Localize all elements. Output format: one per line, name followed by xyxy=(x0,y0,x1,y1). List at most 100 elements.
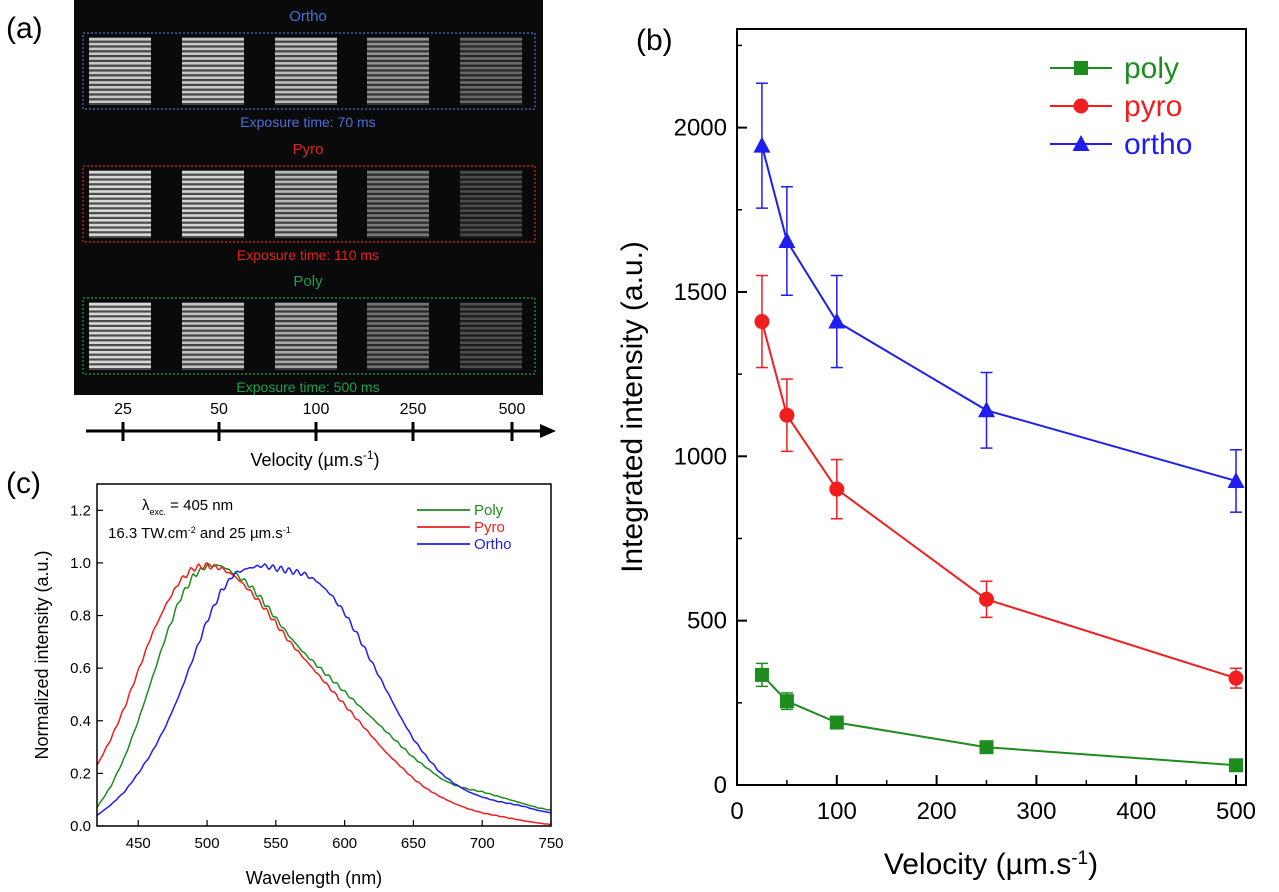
sample-pattern-line xyxy=(275,223,337,227)
y-tick-label: 0.4 xyxy=(70,713,91,730)
sample-pattern-line xyxy=(89,346,151,349)
legend-label-pyro: pyro xyxy=(1124,90,1182,123)
sample-pattern-line xyxy=(182,171,244,174)
sample-pattern-line xyxy=(275,312,337,316)
sample-pattern-line xyxy=(89,185,151,188)
sample-pattern-line xyxy=(89,327,151,330)
sample-pattern-line xyxy=(89,228,151,232)
panel-b-xlabel: Velocity (µm.s-1) xyxy=(884,848,1098,882)
x-tick-label: 650 xyxy=(401,835,426,852)
sample-pattern-base xyxy=(367,37,429,105)
sample-pattern-line xyxy=(89,199,151,203)
sample-pattern-line xyxy=(89,180,151,184)
sample-pattern-line xyxy=(182,355,244,359)
sample-pattern-line xyxy=(182,57,244,60)
y-tick-label: 0 xyxy=(714,772,727,799)
sample-pattern-line xyxy=(367,204,429,208)
data-point-pyro xyxy=(1228,670,1244,686)
sample-pattern-line xyxy=(367,38,429,41)
sample-pattern-base xyxy=(182,302,244,370)
sample-pattern-line xyxy=(367,233,429,236)
sample-pattern-line xyxy=(275,66,337,70)
sample-pattern-line xyxy=(275,360,337,364)
data-point-poly xyxy=(779,694,794,709)
x-tick-label: 450 xyxy=(126,835,151,852)
sample-pattern-line xyxy=(460,71,522,75)
sample-pattern-line xyxy=(182,312,244,316)
sample-pattern-line xyxy=(460,365,522,368)
panel-c-annotation-wavelength: λexc. = 405 nm xyxy=(142,497,233,517)
sample-pattern-line xyxy=(182,180,244,184)
sample-pattern-line xyxy=(89,331,151,335)
sample-pattern-line xyxy=(89,90,151,94)
sample-pattern-line xyxy=(460,331,522,335)
velocity-axis-label: Velocity (µm.s-1) xyxy=(250,448,379,470)
sample-pattern-line xyxy=(89,209,151,212)
sample-pattern-line xyxy=(182,175,244,179)
sample-pattern-line xyxy=(89,47,151,51)
sample-pattern-base xyxy=(89,302,151,370)
series-line-ortho xyxy=(760,145,1237,482)
sample-pattern-line xyxy=(367,327,429,330)
y-tick-label: 0.0 xyxy=(70,818,91,835)
sample-pattern-line xyxy=(182,214,244,217)
y-tick-label: 0.2 xyxy=(70,765,91,782)
sample-pattern-line xyxy=(367,365,429,368)
sample-pattern-base xyxy=(89,37,151,105)
sample-pattern-line xyxy=(182,86,244,89)
sample-pattern-line xyxy=(89,86,151,89)
sample-pattern-line xyxy=(460,233,522,236)
sample-pattern-line xyxy=(460,47,522,51)
exposure-time-label: Exposure time: 70 ms xyxy=(240,114,375,130)
sample-pattern-line xyxy=(182,351,244,354)
sample-pattern-line xyxy=(367,351,429,354)
sample-pattern-line xyxy=(275,71,337,75)
sample-pattern-line xyxy=(367,90,429,94)
velocity-axis-arrow xyxy=(540,424,556,438)
series-poly xyxy=(754,662,1244,773)
legend-label-ortho: Ortho xyxy=(474,536,512,553)
sample-pattern-line xyxy=(89,81,151,84)
sample-pattern-line xyxy=(460,204,522,208)
panel-c-plot-frame xyxy=(96,483,552,827)
sample-pattern-line xyxy=(182,209,244,212)
sample-pattern-line xyxy=(275,331,337,335)
sample-group-title: Pyro xyxy=(293,141,324,158)
sample-pattern-line xyxy=(367,66,429,70)
sample-pattern-line xyxy=(89,336,151,340)
sample-pattern-line xyxy=(460,223,522,227)
sample-pattern-line xyxy=(460,327,522,330)
data-point-pyro xyxy=(829,481,845,497)
sample-pattern-line xyxy=(89,317,151,320)
sample-pattern-line xyxy=(275,336,337,340)
sample-pattern-base xyxy=(182,37,244,105)
sample-pattern-line xyxy=(367,303,429,306)
sample-pattern-line xyxy=(275,228,337,232)
sample-pattern-line xyxy=(182,62,244,65)
sample-pattern-line xyxy=(367,223,429,227)
sample-pattern-line xyxy=(89,204,151,208)
series-line-pyro xyxy=(760,321,1237,680)
sample-pattern-line xyxy=(89,355,151,359)
sample-pattern xyxy=(367,37,429,105)
sample-pattern-line xyxy=(275,90,337,94)
sample-pattern xyxy=(182,302,244,370)
sample-pattern-line xyxy=(367,317,429,320)
legend-marker-poly xyxy=(1074,61,1088,75)
sample-pattern xyxy=(182,37,244,105)
sample-pattern-line xyxy=(460,303,522,306)
sample-pattern-line xyxy=(182,360,244,364)
data-point-ortho xyxy=(828,312,846,329)
sample-pattern-line xyxy=(460,76,522,79)
sample-pattern-line xyxy=(367,195,429,198)
sample-pattern-line xyxy=(367,171,429,174)
y-tick-label: 1.0 xyxy=(70,555,91,572)
sample-pattern-line xyxy=(460,86,522,89)
sample-pattern-line xyxy=(367,81,429,84)
sample-pattern-line xyxy=(89,233,151,236)
data-point-ortho xyxy=(978,401,996,418)
sample-pattern-line xyxy=(89,214,151,217)
panel-label-c: (c) xyxy=(6,467,41,500)
panel-c-ylabel: Normalized intensity (a.u.) xyxy=(32,550,52,759)
